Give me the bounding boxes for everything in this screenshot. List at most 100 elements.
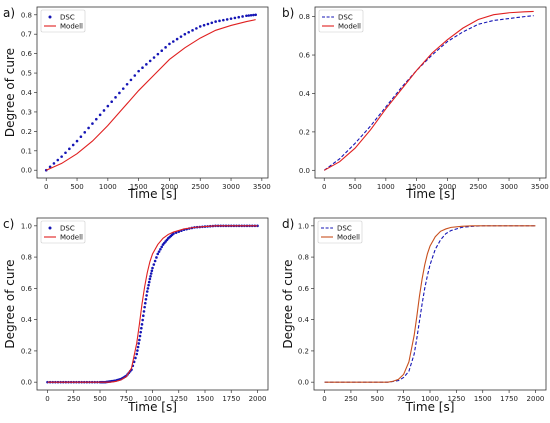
dsc-data-point [147, 280, 151, 284]
series-line-modell [324, 225, 536, 383]
plot-frame [36, 217, 269, 391]
dsc-data-point [152, 263, 156, 266]
dsc-data-point [102, 109, 106, 112]
plot-frame [36, 6, 269, 179]
y-tick-label: 0.8 [299, 13, 310, 21]
dsc-data-point [160, 245, 163, 249]
y-tick-label: 0.0 [21, 379, 32, 387]
dsc-data-point [146, 287, 150, 290]
x-tick-label: 500 [348, 183, 361, 191]
dsc-data-point [143, 305, 146, 309]
dsc-data-point [142, 314, 145, 318]
dsc-data-point [140, 326, 143, 330]
y-tick-label: 0.1 [21, 147, 32, 155]
dsc-data-point [222, 18, 225, 22]
y-tick-label: 0.0 [299, 167, 310, 175]
x-tick-label: 500 [70, 183, 83, 191]
y-tick-label: 0.8 [298, 254, 309, 262]
dsc-data-point [152, 56, 156, 59]
chart-panel-2: b) 0 500 1000 1500 2000 2500 3000 3500 0.0 0.2 0.4 0… [282, 6, 549, 201]
dsc-data-point [187, 30, 190, 34]
y-tick-label: 0.2 [21, 347, 32, 355]
x-tick-label: 3500 [531, 183, 549, 191]
y-tick-label: 0.2 [21, 128, 32, 136]
panel-label: d) [282, 217, 294, 231]
dsc-data-point [125, 82, 129, 86]
dsc-data-point [245, 14, 248, 18]
dsc-data-point [68, 147, 71, 151]
legend-label: DSC [338, 14, 353, 22]
dsc-data-point [136, 349, 139, 352]
x-tick-label: 3500 [253, 183, 271, 191]
dsc-data-point [160, 49, 164, 53]
x-tick-label: 1250 [447, 395, 465, 403]
dsc-data-point [225, 18, 229, 21]
dsc-data-point [121, 87, 125, 90]
x-tick-label: 500 [93, 395, 106, 403]
dsc-data-point [175, 37, 179, 41]
x-axis-label: Time [s] [127, 187, 177, 201]
x-tick-label: 1000 [421, 395, 439, 403]
y-tick-label: 1.0 [21, 222, 32, 230]
x-tick-label: 250 [344, 395, 357, 403]
dsc-data-point [98, 113, 102, 117]
dsc-data-point [159, 247, 162, 251]
x-tick-label: 1000 [144, 395, 162, 403]
series-line-modell [46, 19, 256, 171]
panel-label: c) [3, 217, 14, 231]
x-tick-label: 750 [120, 395, 133, 403]
dsc-data-point [183, 32, 187, 36]
x-tick-label: 2000 [527, 395, 545, 403]
dsc-data-point [252, 13, 255, 17]
x-tick-label: 500 [371, 395, 384, 403]
dsc-data-point [137, 69, 140, 73]
dsc-data-point [94, 117, 98, 121]
chart-panel-3: c) 0 250 500 750 1000 1250 1500 1750 2000 0.0 0.2 0.… [3, 217, 269, 414]
plot-frame [314, 6, 547, 179]
dsc-data-point [138, 334, 142, 338]
series-modell [47, 225, 258, 383]
series-line-modell [47, 225, 258, 383]
x-axis-label: Time [s] [405, 187, 455, 201]
dsc-data-point [148, 59, 152, 63]
dsc-data-point [135, 352, 139, 356]
dsc-data-point [172, 232, 175, 235]
dsc-data-point [153, 259, 157, 263]
x-tick-label: 1750 [500, 395, 518, 403]
dsc-data-point [143, 301, 147, 305]
x-tick-label: 1750 [222, 395, 240, 403]
legend-label: DSC [60, 225, 75, 233]
y-tick-label: 0.7 [21, 31, 32, 39]
x-tick-label: 2500 [469, 183, 487, 191]
dsc-data-point [249, 13, 253, 17]
x-tick-label: 1500 [474, 395, 492, 403]
dsc-data-point [71, 143, 75, 147]
dsc-data-point [206, 22, 210, 26]
dsc-data-point [137, 342, 141, 345]
series-modell [46, 19, 256, 171]
series-modell [324, 225, 536, 383]
y-tick-label: 0.4 [299, 90, 311, 98]
dsc-data-point [155, 256, 158, 259]
dsc-data-point [254, 13, 257, 17]
dsc-data-point [210, 21, 214, 25]
legend-marker [48, 226, 52, 230]
y-tick-label: 0.8 [21, 254, 32, 262]
y-tick-label: 0.2 [299, 128, 310, 136]
dsc-data-point [191, 29, 194, 32]
legend-label: Modell [60, 234, 83, 242]
dsc-data-point [60, 155, 63, 158]
y-tick-label: 0.5 [21, 70, 32, 78]
dsc-data-point [141, 318, 144, 322]
dsc-data-point [150, 269, 154, 273]
dsc-data-point [140, 323, 144, 326]
dsc-data-point [198, 25, 202, 28]
dsc-data-point [156, 252, 160, 256]
series-line-dsc [324, 225, 536, 383]
x-axis-label: Time [s] [127, 400, 177, 414]
dsc-data-point [168, 42, 171, 46]
x-tick-label: 2500 [191, 183, 209, 191]
x-tick-label: 1500 [196, 395, 214, 403]
dsc-data-point [129, 78, 133, 82]
